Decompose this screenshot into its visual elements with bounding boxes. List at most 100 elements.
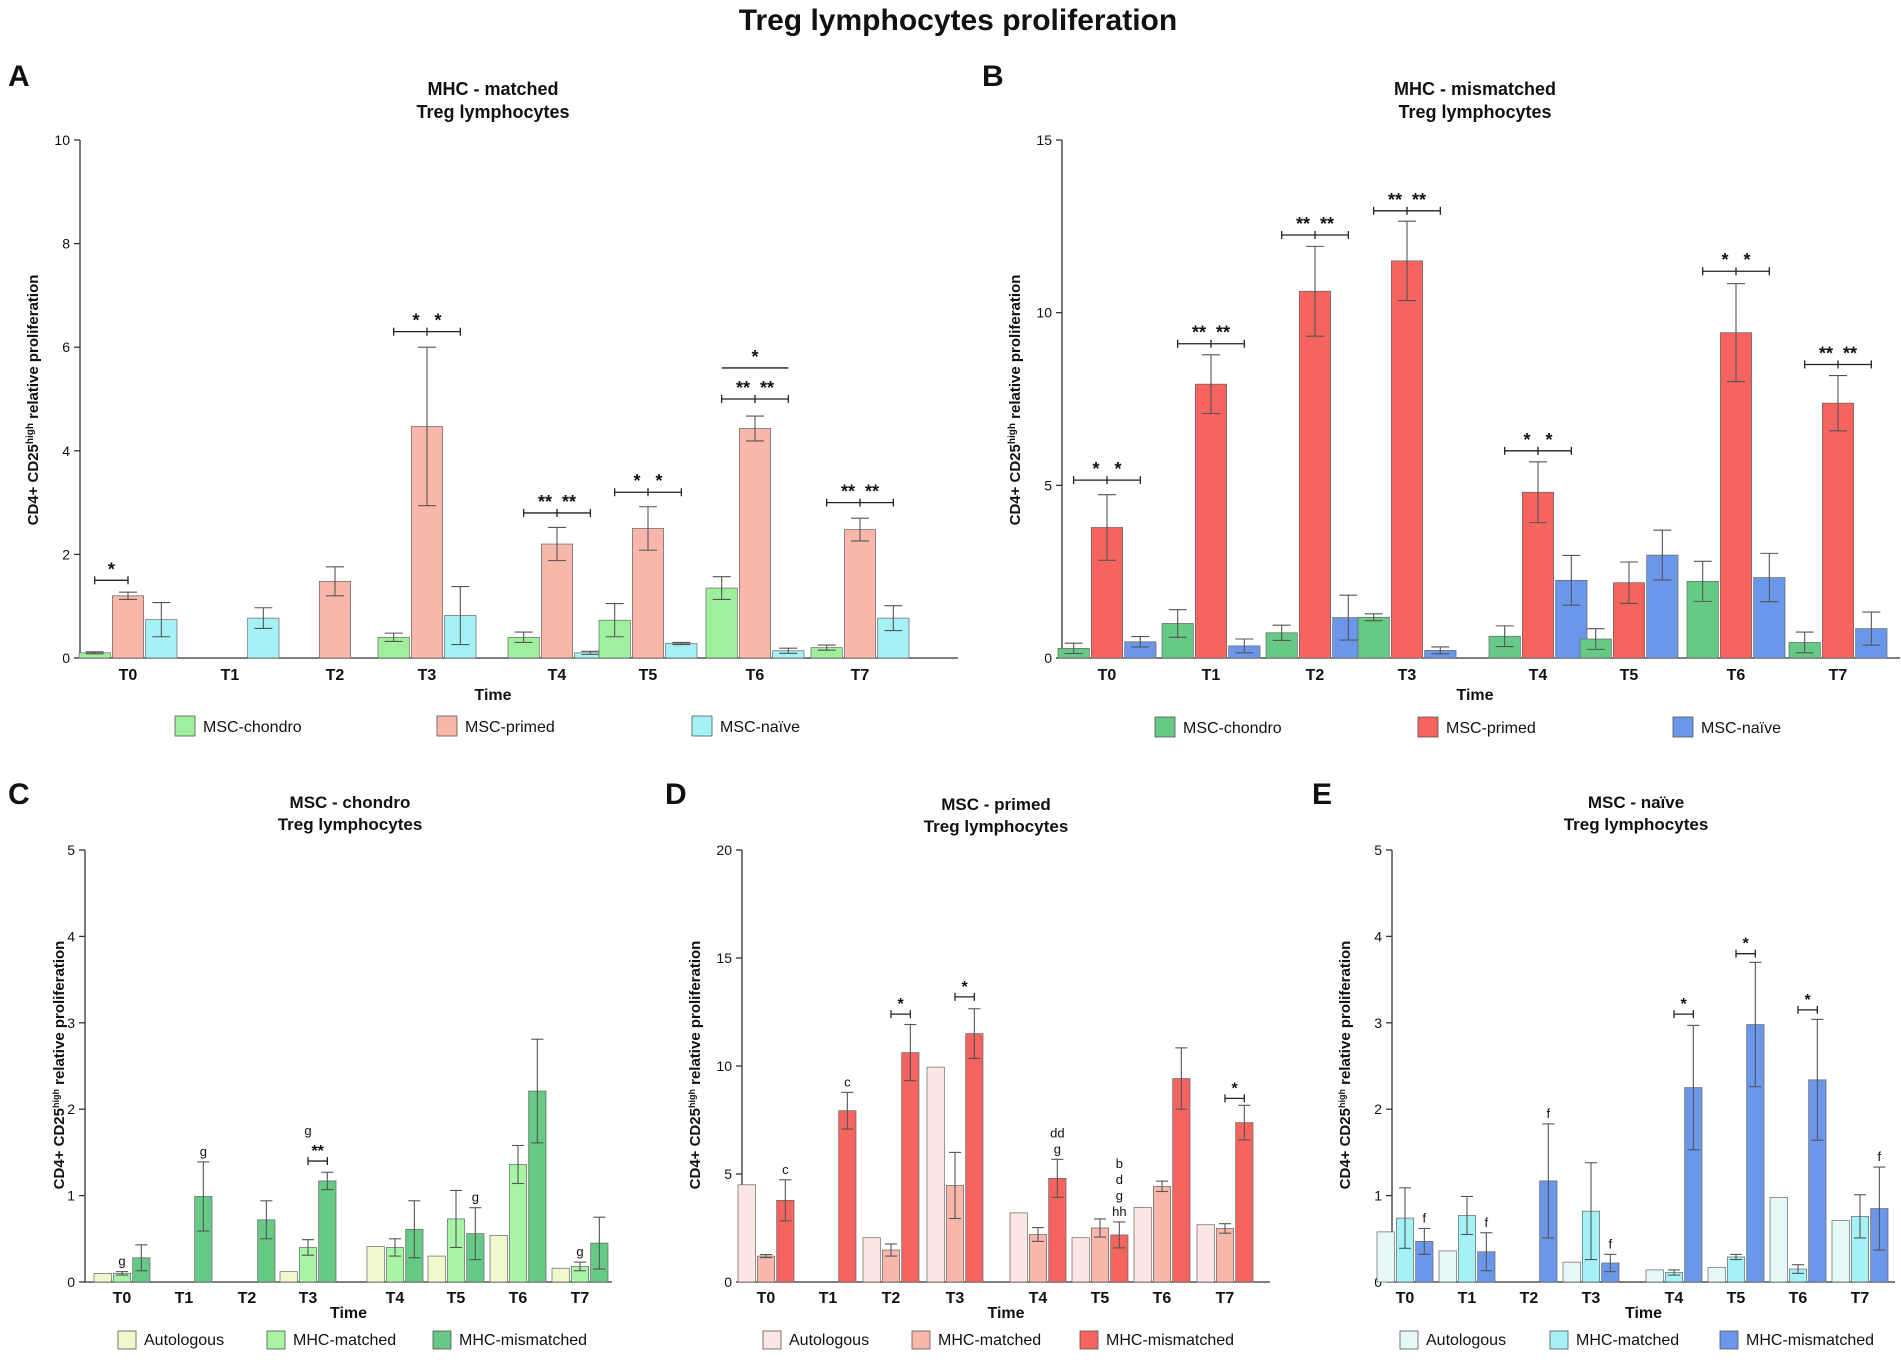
- group-annotation: g: [472, 1190, 479, 1205]
- y-tick-label: 15: [716, 950, 732, 966]
- significance-label: *: [751, 347, 758, 367]
- legend-swatch: [1399, 1330, 1419, 1350]
- x-axis-label: Time: [330, 1305, 367, 1322]
- x-tick-label: T0: [119, 667, 138, 684]
- x-tick-label: T1: [819, 1290, 838, 1307]
- panel-subtitle: Treg lymphocytes: [1398, 102, 1551, 122]
- group-annotation: dd: [1050, 1125, 1064, 1140]
- bar-msc-primed-t2: [1298, 290, 1332, 659]
- x-tick-label: T3: [418, 667, 437, 684]
- y-axis-label: CD4+ CD25high relative proliferation: [25, 275, 43, 526]
- significance-label: * *: [1721, 250, 1750, 270]
- legend-label: MHC-matched: [938, 1332, 1041, 1349]
- significance-label: ** **: [736, 378, 774, 398]
- significance-label: *: [108, 559, 115, 579]
- bar-autologous-t6: [1769, 1196, 1788, 1283]
- y-tick-label: 5: [1044, 477, 1052, 493]
- x-tick-label: T0: [113, 1290, 132, 1307]
- x-tick-label: T2: [326, 667, 345, 684]
- bar-msc-primed-t0: [111, 595, 145, 659]
- group-annotation: c: [782, 1162, 789, 1177]
- x-tick-label: T2: [1520, 1290, 1539, 1307]
- bar-mhc-mismatched-t1: [838, 1110, 857, 1283]
- x-tick-label: T7: [1216, 1290, 1235, 1307]
- x-tick-label: T5: [447, 1290, 466, 1307]
- panel-title: MSC - primed: [941, 795, 1051, 814]
- bar-autologous-t0: [737, 1184, 756, 1283]
- bar-msc-primed-t6: [738, 428, 772, 659]
- x-tick-label: T0: [1396, 1290, 1415, 1307]
- y-tick-label: 10: [716, 1058, 732, 1074]
- group-annotation: f: [1878, 1149, 1882, 1164]
- group-annotation: f: [1547, 1106, 1551, 1121]
- y-tick-label: 3: [1374, 1015, 1382, 1031]
- group-annotation: b: [1116, 1156, 1123, 1171]
- x-tick-label: T5: [639, 667, 658, 684]
- group-annotation: d: [1116, 1172, 1123, 1187]
- group-annotation: f: [1485, 1215, 1489, 1230]
- bar-mhc-matched-t0: [756, 1255, 776, 1283]
- bar-autologous-t4: [1645, 1269, 1664, 1283]
- group-annotation: g: [200, 1144, 207, 1159]
- x-tick-label: T5: [1620, 667, 1639, 684]
- y-axis-label: CD4+ CD25high relative proliferation: [1007, 275, 1025, 526]
- significance-label: *: [1805, 992, 1812, 1009]
- bar-autologous-t0: [1376, 1231, 1395, 1283]
- significance-label: ** **: [1388, 190, 1426, 210]
- group-annotation: hh: [1112, 1204, 1126, 1219]
- y-tick-label: 5: [67, 842, 75, 858]
- x-tick-label: T3: [1398, 667, 1417, 684]
- bar-autologous-t6: [489, 1234, 508, 1283]
- bar-autologous-t5: [427, 1255, 446, 1283]
- panel-b: B MHC - mismatched Treg lymphocytes 0 5 10 15 C…: [982, 60, 1900, 738]
- significance-label: ** **: [1296, 214, 1334, 234]
- significance-label: *: [898, 996, 905, 1013]
- bar-autologous-t6: [1133, 1207, 1152, 1283]
- x-tick-label: T3: [1582, 1290, 1601, 1307]
- x-tick-label: T7: [571, 1290, 590, 1307]
- y-tick-label: 4: [62, 443, 70, 459]
- significance-label: **: [311, 1143, 324, 1160]
- bar-autologous-t0: [93, 1273, 112, 1283]
- x-tick-label: T6: [1727, 667, 1746, 684]
- group-annotation: g: [304, 1123, 311, 1138]
- legend-swatch: [117, 1330, 137, 1350]
- x-tick-label: T4: [1665, 1290, 1684, 1307]
- panel-letter: E: [1312, 778, 1332, 811]
- group-annotation: g: [576, 1244, 583, 1259]
- y-tick-label: 3: [67, 1015, 75, 1031]
- significance-label: * *: [1523, 430, 1552, 450]
- legend-label: Autologous: [1426, 1332, 1506, 1349]
- bar-autologous-t7: [1196, 1224, 1215, 1283]
- y-tick-label: 5: [1374, 842, 1382, 858]
- x-tick-label: T1: [221, 667, 240, 684]
- legend-swatch: [174, 715, 196, 737]
- x-tick-label: T0: [1098, 667, 1117, 684]
- x-tick-label: T4: [386, 1290, 405, 1307]
- bar-mhc-mismatched-t3: [965, 1033, 984, 1283]
- legend-label: MHC-mismatched: [1746, 1332, 1874, 1349]
- group-annotation: f: [1609, 1236, 1613, 1251]
- x-tick-label: T3: [299, 1290, 318, 1307]
- significance-label: ** **: [841, 482, 879, 502]
- significance-label: * *: [412, 311, 441, 331]
- y-tick-label: 1: [1374, 1188, 1382, 1204]
- significance-label: * *: [633, 471, 662, 491]
- significance-label: *: [1681, 996, 1688, 1013]
- legend-swatch: [1672, 716, 1694, 738]
- y-tick-label: 2: [62, 546, 70, 562]
- panel-title: MHC - matched: [427, 79, 558, 99]
- legend-swatch: [266, 1330, 286, 1350]
- legend-label: MSC-primed: [1446, 720, 1536, 737]
- bar-autologous-t2: [862, 1237, 881, 1283]
- y-tick-label: 20: [716, 842, 732, 858]
- x-tick-label: T2: [882, 1290, 901, 1307]
- legend-swatch: [691, 715, 713, 737]
- x-tick-label: T5: [1091, 1290, 1110, 1307]
- x-tick-label: T4: [1529, 667, 1548, 684]
- bar-mhc-mismatched-t2: [901, 1052, 920, 1283]
- panel-letter: A: [8, 60, 30, 93]
- legend-swatch: [1079, 1330, 1099, 1350]
- y-axis-label: CD4+ CD25high relative proliferation: [687, 941, 704, 1190]
- significance-label: *: [962, 979, 969, 996]
